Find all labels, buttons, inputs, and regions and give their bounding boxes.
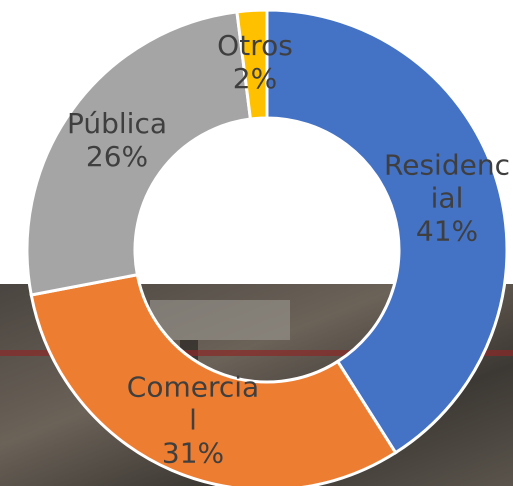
page: (() => { const data = JSON.parse(documen… <box>0 0 513 486</box>
value-label: 31% <box>123 437 263 470</box>
category-label: Residencial <box>383 149 511 215</box>
value-label: 26% <box>37 140 197 173</box>
photo-detail <box>150 300 290 340</box>
category-label: Pública <box>37 107 197 140</box>
category-label: Comercial <box>123 371 263 437</box>
value-label: 41% <box>383 215 511 248</box>
category-label: Otros <box>195 29 315 62</box>
value-label: 2% <box>195 62 315 95</box>
